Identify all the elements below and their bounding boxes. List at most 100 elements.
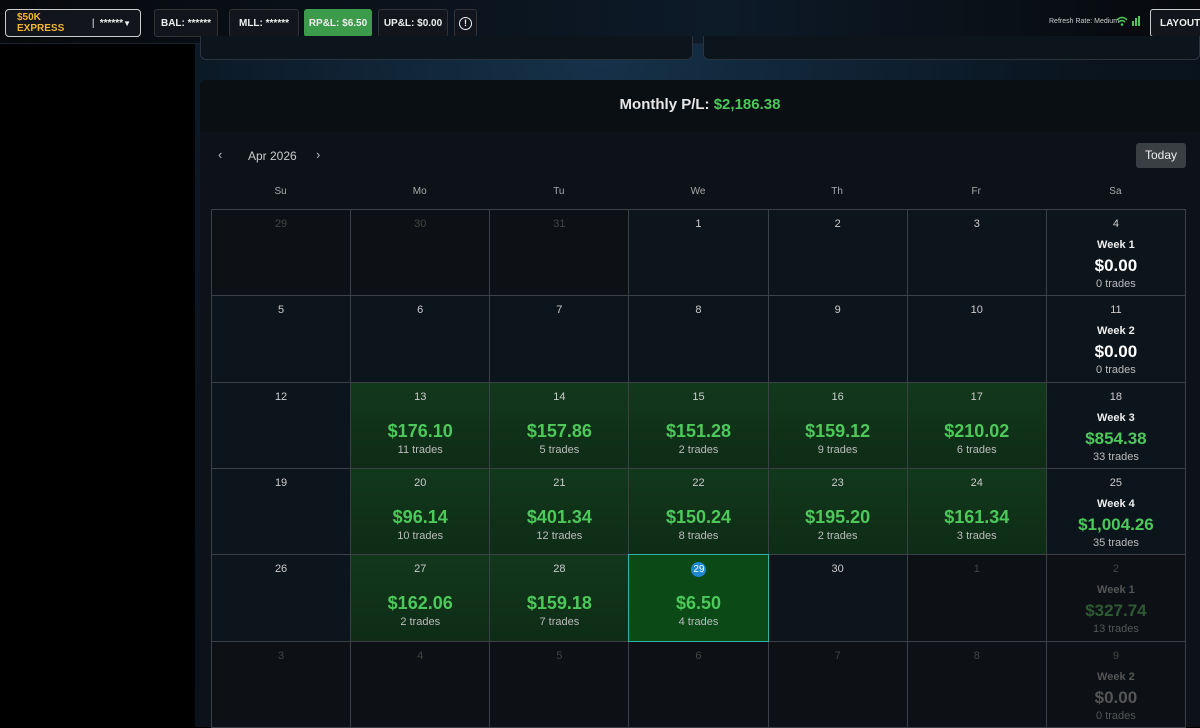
day-cell[interactable]: 27 $162.06 2 trades xyxy=(350,554,491,642)
day-cell[interactable]: 25 Week 4 $1,004.26 35 trades xyxy=(1045,468,1186,556)
day-number: 10 xyxy=(970,304,983,317)
separator: | xyxy=(91,17,95,29)
day-cell[interactable]: 23 $195.20 2 trades xyxy=(767,468,908,556)
day-number: 4 xyxy=(417,649,424,662)
monthly-label: Monthly P/L: xyxy=(619,96,710,113)
day-cell[interactable]: 6 xyxy=(350,295,491,383)
day-number: 18 xyxy=(1109,390,1123,403)
prev-month[interactable]: ‹ xyxy=(218,147,223,162)
day-cell[interactable]: 17 $210.02 6 trades xyxy=(906,381,1047,469)
week-pnl: $327.74 xyxy=(1085,601,1147,621)
account-name: $50K EXPRESS xyxy=(17,12,65,34)
day-cell[interactable]: 12 xyxy=(211,381,352,469)
day-number: 16 xyxy=(831,390,844,403)
day-number: 4 xyxy=(1112,218,1119,230)
realized-pnl[interactable]: RP&L: $6.50 xyxy=(304,9,372,37)
day-number: 22 xyxy=(692,477,705,489)
day-cell[interactable]: 2 Week 1 $327.74 13 trades xyxy=(1045,554,1186,642)
day-cell[interactable]: 5 xyxy=(489,640,630,728)
weekday-label: Th xyxy=(831,186,843,197)
day-cell[interactable]: 15 $151.28 2 trades xyxy=(628,381,769,469)
day-trades: 3 trades xyxy=(956,530,997,542)
day-cell[interactable]: 16 $159.12 9 trades xyxy=(767,381,908,469)
day-trades: 6 trades xyxy=(956,443,997,456)
account-mask: ****** xyxy=(99,17,124,29)
day-cell[interactable]: 20 $96.14 10 trades xyxy=(350,468,491,556)
day-cell[interactable]: 22 $150.24 8 trades xyxy=(628,468,769,556)
account-select[interactable]: $50K EXPRESS | ****** ▼ xyxy=(5,9,141,37)
day-number: 5 xyxy=(278,304,285,317)
day-number: 21 xyxy=(553,477,566,489)
weekday-label: Tu xyxy=(553,186,565,197)
next-month[interactable]: › xyxy=(316,147,321,162)
day-number: 12 xyxy=(274,390,288,403)
day-number: 30 xyxy=(414,218,427,230)
day-cell[interactable]: 1 xyxy=(906,554,1047,642)
monthly-value: $2,186.38 xyxy=(713,96,781,113)
day-cell[interactable]: 4 Week 1 $0.00 0 trades xyxy=(1045,209,1186,297)
day-cell[interactable]: 11 Week 2 $0.00 0 trades xyxy=(1045,295,1186,383)
day-number: 9 xyxy=(834,304,841,317)
day-number: 15 xyxy=(692,390,705,403)
signal-bar xyxy=(1132,21,1134,26)
day-cell[interactable]: 8 xyxy=(628,295,769,383)
day-number: 8 xyxy=(973,649,980,662)
week-pnl: $0.00 xyxy=(1094,256,1138,275)
day-cell[interactable]: 9 xyxy=(767,295,908,383)
day-cell[interactable]: 3 xyxy=(906,209,1047,297)
day-cell[interactable]: 30 xyxy=(767,554,908,642)
day-cell[interactable]: 4 xyxy=(350,640,491,728)
day-cell[interactable]: 7 xyxy=(767,640,908,728)
wifi-icon xyxy=(1116,16,1128,23)
day-cell[interactable]: 21 $401.34 12 trades xyxy=(489,468,630,556)
day-cell[interactable]: 7 xyxy=(489,295,630,383)
week-label: Week 1 xyxy=(1097,584,1135,597)
day-cell[interactable]: 14 $157.86 5 trades xyxy=(489,381,630,469)
day-cell[interactable]: 5 xyxy=(211,295,352,383)
day-cell[interactable]: 3 xyxy=(211,640,352,728)
unrealized-pnl[interactable]: UP&L: $0.00 xyxy=(378,9,448,37)
week-trades: 0 trades xyxy=(1096,278,1136,290)
day-pnl: $162.06 xyxy=(387,593,453,614)
day-cell[interactable]: 30 xyxy=(350,209,491,297)
today-cell[interactable]: 29 $6.50 4 trades xyxy=(628,554,769,642)
day-number: 3 xyxy=(973,218,980,230)
status-icons xyxy=(1116,16,1140,26)
info-icon: ! xyxy=(459,16,472,30)
day-cell[interactable]: 6 xyxy=(628,640,769,728)
week-label: Week 2 xyxy=(1097,325,1135,338)
day-number: 1 xyxy=(973,563,980,576)
day-cell[interactable]: 31 xyxy=(489,209,630,297)
day-cell[interactable]: 9 Week 2 $0.00 0 trades xyxy=(1045,640,1186,728)
day-cell[interactable]: 18 Week 3 $854.38 33 trades xyxy=(1045,381,1186,469)
day-cell[interactable]: 28 $159.18 7 trades xyxy=(489,554,630,642)
day-number: 9 xyxy=(1112,649,1119,662)
day-cell[interactable]: 2 xyxy=(767,209,908,297)
weekday-label: Mo xyxy=(412,186,427,197)
today-button[interactable]: Today xyxy=(1136,143,1186,168)
day-pnl: $157.86 xyxy=(526,420,592,441)
weekday-label: Sa xyxy=(1109,186,1122,197)
day-number: 6 xyxy=(417,304,424,317)
day-cell[interactable]: 1 xyxy=(628,209,769,297)
day-cell[interactable]: 13 $176.10 11 trades xyxy=(350,381,491,469)
day-pnl: $6.50 xyxy=(675,593,722,614)
week-pnl: $854.38 xyxy=(1085,428,1147,448)
layout-button[interactable]: LAYOUT xyxy=(1150,9,1200,37)
day-number: 30 xyxy=(831,563,844,576)
week-pnl: $0.00 xyxy=(1094,342,1138,362)
layout-label: LAYOUT xyxy=(1160,17,1200,29)
day-number: 25 xyxy=(1109,477,1123,489)
weekday-label: We xyxy=(690,186,706,197)
day-number: 6 xyxy=(695,649,702,662)
day-cell[interactable]: 10 xyxy=(906,295,1047,383)
day-cell[interactable]: 19 xyxy=(211,468,352,556)
day-cell[interactable]: 26 xyxy=(211,554,352,642)
mll[interactable]: MLL: ****** xyxy=(229,9,299,37)
day-number: 7 xyxy=(556,304,563,317)
info-button[interactable]: ! xyxy=(454,9,477,37)
day-cell[interactable]: 29 xyxy=(211,209,352,297)
balance[interactable]: BAL: ****** xyxy=(154,9,218,37)
day-cell[interactable]: 8 xyxy=(906,640,1047,728)
day-cell[interactable]: 24 $161.34 3 trades xyxy=(906,468,1047,556)
